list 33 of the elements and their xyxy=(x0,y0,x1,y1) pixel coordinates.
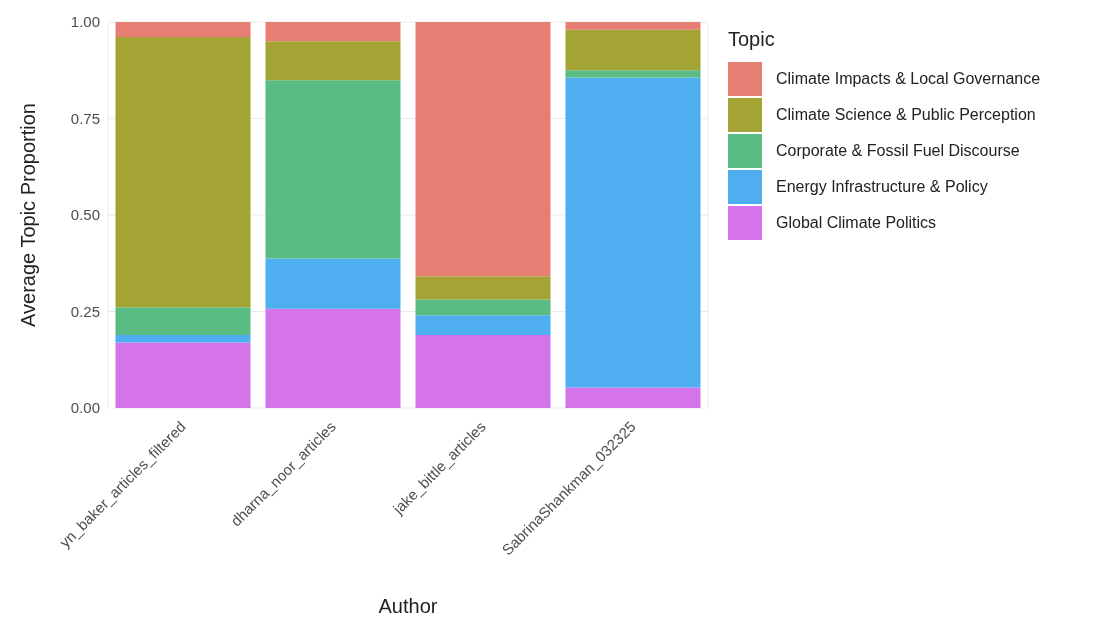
y-tick-label: 0.50 xyxy=(70,206,100,224)
bar xyxy=(265,80,401,259)
legend-label: Climate Impacts & Local Governance xyxy=(776,70,1041,88)
bar xyxy=(115,335,251,343)
bar xyxy=(115,307,251,336)
bar xyxy=(115,22,251,38)
bar xyxy=(415,22,551,277)
legend-label: Energy Infrastructure & Policy xyxy=(776,178,988,196)
bar xyxy=(565,29,701,71)
legend-label: Corporate & Fossil Fuel Discourse xyxy=(776,142,1020,160)
bar xyxy=(415,276,551,300)
bar xyxy=(565,22,701,30)
bar xyxy=(265,22,401,42)
y-tick-label: 0.00 xyxy=(70,399,100,417)
legend-label: Global Climate Politics xyxy=(776,214,937,232)
bar xyxy=(565,387,701,408)
bar xyxy=(115,37,251,308)
bar xyxy=(265,258,401,309)
x-axis-title: Author xyxy=(378,595,438,617)
bar xyxy=(115,342,251,408)
bar xyxy=(415,299,551,316)
y-tick-label: 1.00 xyxy=(70,13,100,31)
legend-title: Topic xyxy=(728,28,776,51)
bar xyxy=(565,70,701,78)
y-tick-label: 0.25 xyxy=(70,302,100,320)
bar xyxy=(565,77,701,388)
bar xyxy=(415,335,551,408)
y-tick-label: 0.75 xyxy=(70,109,100,127)
y-axis-title: Average Topic Proportion xyxy=(17,103,40,327)
legend-label: Climate Science & Public Perception xyxy=(776,106,1036,124)
bar xyxy=(265,308,401,408)
bar xyxy=(265,41,401,81)
bar xyxy=(415,315,551,336)
